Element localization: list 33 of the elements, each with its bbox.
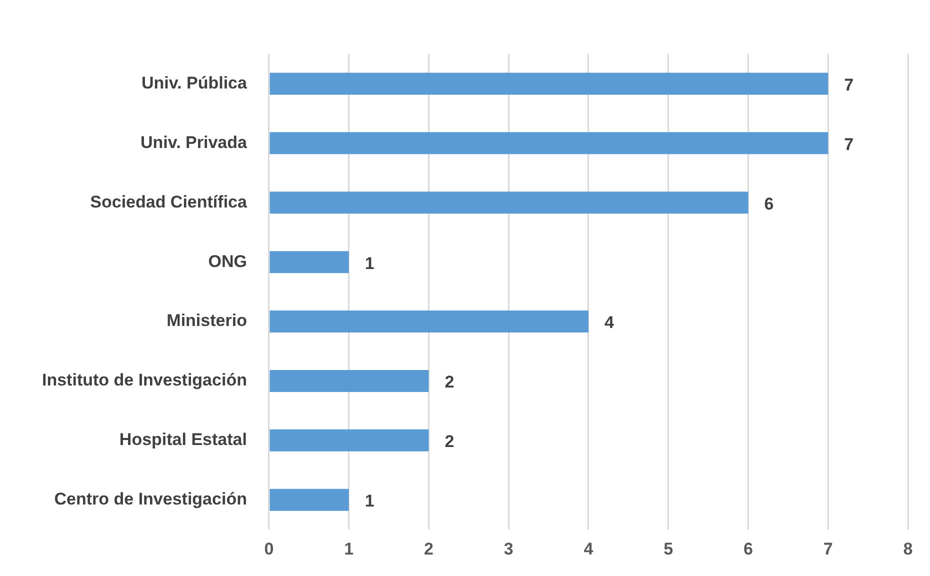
x-tick-label: 0 xyxy=(264,539,274,558)
data-label: 4 xyxy=(604,313,614,332)
bar xyxy=(270,310,588,333)
data-label: 2 xyxy=(444,372,454,392)
data-label: 1 xyxy=(364,254,374,273)
x-tick-label: 5 xyxy=(664,539,674,558)
y-tick-label: ONG xyxy=(208,252,247,271)
x-tick-label: 4 xyxy=(584,539,594,558)
x-tick-label: 6 xyxy=(744,539,753,558)
y-tick-label: Instituto de Investigación xyxy=(42,370,247,390)
y-tick-label: Ministerio xyxy=(166,311,247,330)
data-label: 2 xyxy=(444,432,454,452)
bar xyxy=(270,251,349,274)
x-tick-label: 8 xyxy=(903,539,913,558)
bar xyxy=(270,132,828,154)
bar xyxy=(270,429,429,452)
data-label: 1 xyxy=(364,492,374,511)
bar xyxy=(270,72,828,95)
bar xyxy=(270,192,748,214)
x-tick-label: 2 xyxy=(424,539,434,558)
y-tick-label: Sociedad Científica xyxy=(90,192,248,212)
data-label: 7 xyxy=(844,75,854,94)
y-tick-label: Univ. Privada xyxy=(140,132,248,152)
bar xyxy=(270,488,349,511)
x-tick-label: 3 xyxy=(504,539,514,558)
y-tick-label: Centro de Investigación xyxy=(54,490,247,509)
x-tick-label: 1 xyxy=(344,539,354,558)
bar xyxy=(270,370,429,392)
y-tick-label: Univ. Pública xyxy=(141,73,248,92)
data-label: 7 xyxy=(844,134,854,154)
data-label: 6 xyxy=(764,194,774,214)
y-tick-label: Hospital Estatal xyxy=(119,430,247,450)
x-tick-label: 7 xyxy=(823,539,833,558)
